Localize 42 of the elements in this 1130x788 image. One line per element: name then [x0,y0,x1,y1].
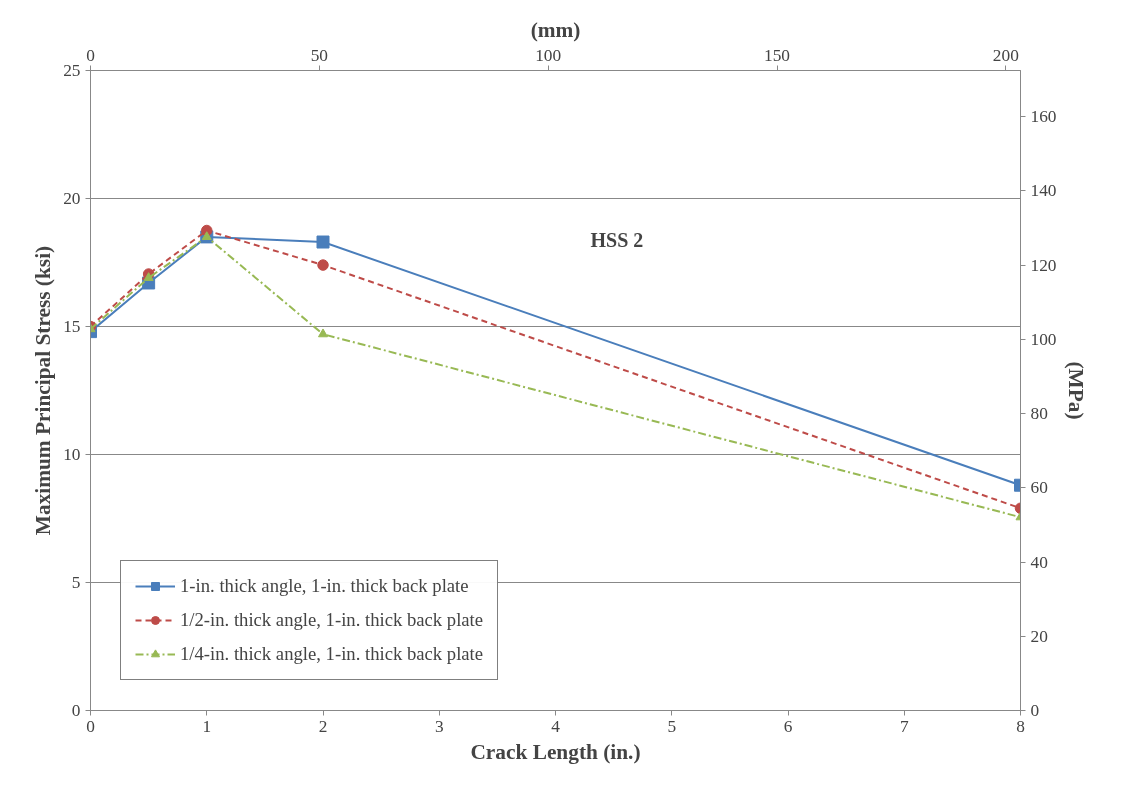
x2-tick-label: 150 [764,45,791,65]
y2-tick-label: 80 [1030,404,1048,424]
point [318,328,328,338]
y2-tick-label: 40 [1030,552,1048,572]
x-tick-label: 7 [899,716,909,736]
point [317,259,329,271]
x2-tick-label: 50 [310,45,328,65]
point [316,235,330,249]
x-axis-title: Crack Length (in.) [470,739,641,764]
y2-tick-label: 60 [1030,478,1048,498]
x-tick-label: 2 [318,716,328,736]
annotation: HSS 2 [590,228,644,251]
y2-tick-label: 160 [1030,107,1057,127]
y-tick-label: 5 [71,573,81,592]
y-tick-label: 15 [63,317,81,336]
point [201,231,212,240]
x2-tick-label: 100 [535,45,562,65]
x-tick-label: 1 [202,716,212,736]
x-tick-label: 6 [783,716,793,736]
y2-tick-label: 100 [1030,329,1057,349]
x-tick-label: 8 [1016,716,1025,736]
x2-axis-title: (mm) [530,17,581,42]
y-tick-label: 25 [63,61,81,80]
y-tick-label: 10 [63,445,81,464]
y2-tick-label: 140 [1030,181,1057,201]
legend-label: 1-in. thick angle, 1-in. thick back plate [180,575,469,597]
y2-tick-label: 20 [1030,626,1048,646]
x2-tick-label: 0 [86,45,95,65]
point [143,272,154,281]
x-tick-label: 3 [434,716,444,736]
x-tick-label: 4 [551,716,561,736]
y2-tick-label: 0 [1030,701,1040,720]
y2-axis-title: (MPa) [1064,361,1089,420]
x-tick-label: 0 [86,716,95,736]
legend-label: 1/2-in. thick angle, 1-in. thick back plate [180,609,484,631]
y-tick-label: 20 [63,189,81,208]
x-tick-label: 5 [667,716,677,736]
legend-label: 1/4-in. thick angle, 1-in. thick back plate [180,643,484,665]
y-tick-label: 0 [71,701,81,720]
y-axis-title: Maximum Principal Stress (ksi) [31,245,56,536]
y2-tick-label: 120 [1030,255,1057,275]
x2-tick-label: 200 [992,45,1019,65]
